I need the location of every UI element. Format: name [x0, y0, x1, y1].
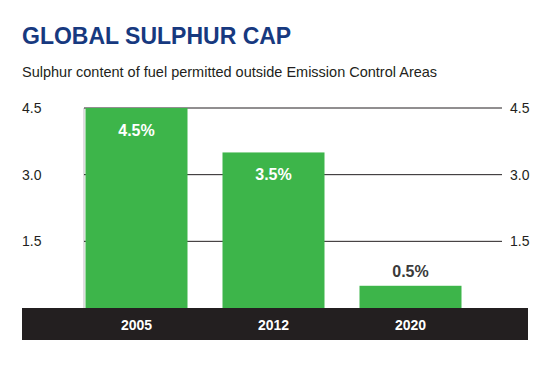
- data-label: 0.5%: [392, 263, 428, 280]
- x-tick-label: 2005: [121, 317, 152, 333]
- data-label: 4.5%: [118, 122, 154, 139]
- y2-tick-label: 1.5: [510, 233, 530, 249]
- y2-tick-label: 3.0: [510, 167, 530, 183]
- category-band: [22, 308, 528, 340]
- bar: [360, 286, 462, 308]
- data-label: 3.5%: [255, 166, 291, 183]
- y-tick-label: 4.5: [22, 100, 42, 116]
- title: GLOBAL SULPHUR CAP: [22, 23, 291, 49]
- y2-tick-label: 4.5: [510, 100, 530, 116]
- x-tick-label: 2020: [395, 317, 426, 333]
- y-axis-line: [84, 108, 85, 308]
- bar: [86, 108, 188, 308]
- x-tick-label: 2012: [258, 317, 289, 333]
- bars: [86, 108, 462, 308]
- subtitle: Sulphur content of fuel permitted outsid…: [22, 64, 437, 80]
- y-tick-label: 1.5: [22, 233, 42, 249]
- bar: [223, 152, 325, 308]
- y-tick-label: 3.0: [22, 167, 42, 183]
- chart: GLOBAL SULPHUR CAP Sulphur content of fue…: [0, 0, 550, 371]
